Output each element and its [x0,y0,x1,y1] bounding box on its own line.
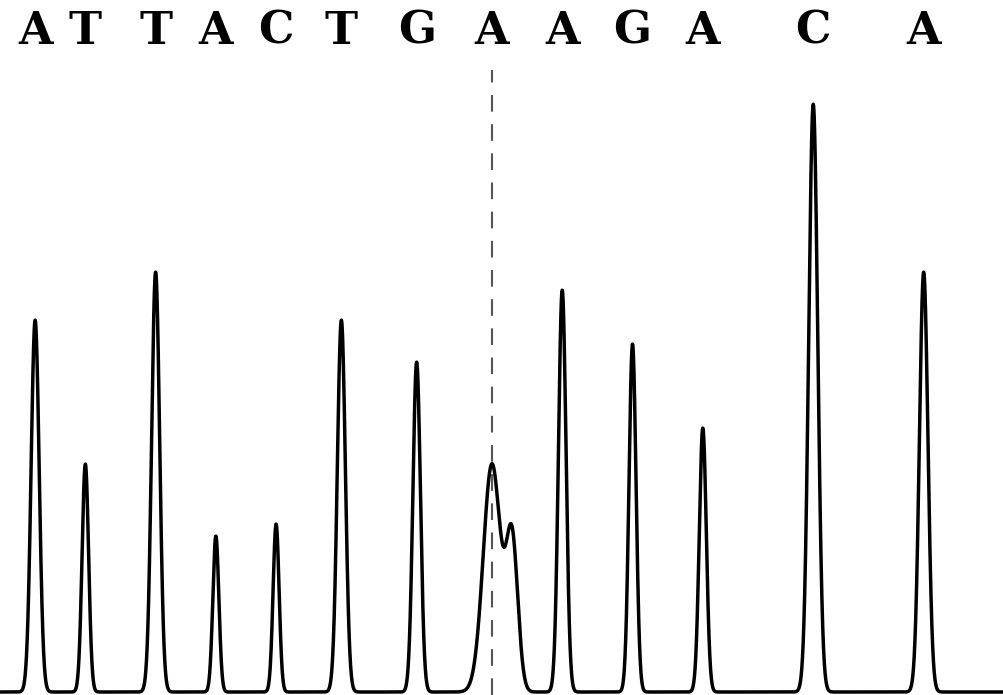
Text: A: A [18,10,52,53]
Text: A: A [685,10,719,53]
Text: G: G [397,10,435,53]
Text: C: C [258,10,294,53]
Text: C: C [794,10,830,53]
Text: G: G [613,10,651,53]
Text: A: A [545,10,579,53]
Text: A: A [906,10,940,53]
Text: A: A [199,10,233,53]
Text: A: A [474,10,509,53]
Text: T: T [325,10,357,53]
Text: T: T [139,10,172,53]
Text: T: T [69,10,101,53]
